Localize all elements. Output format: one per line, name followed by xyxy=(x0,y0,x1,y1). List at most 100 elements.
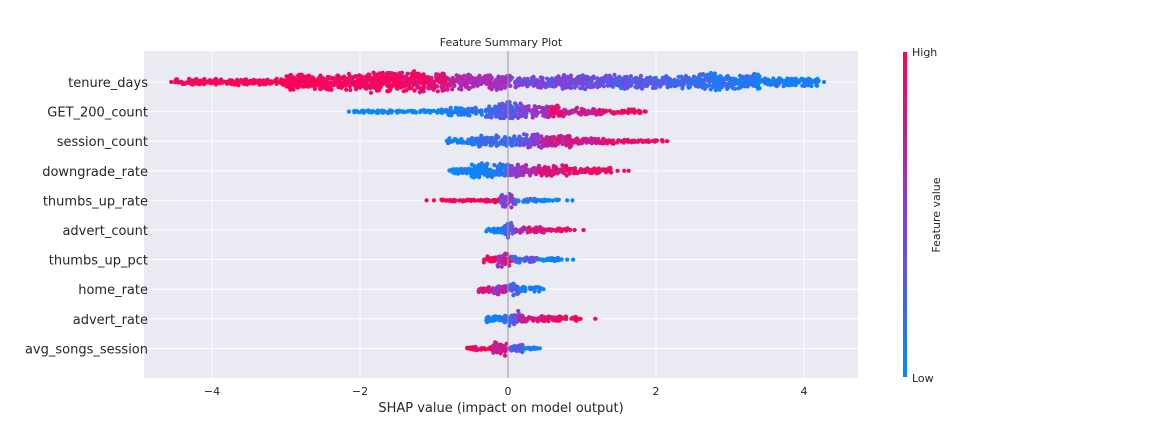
shap-point xyxy=(413,110,418,115)
feature-row-tenure_days xyxy=(169,69,827,95)
shap-point xyxy=(622,168,627,173)
shap-point xyxy=(537,346,542,351)
shap-point xyxy=(406,108,411,114)
shap-point xyxy=(539,318,544,323)
shap-point xyxy=(398,109,403,114)
shap-point xyxy=(532,142,537,147)
shap-point xyxy=(758,79,763,84)
shap-point xyxy=(487,85,492,90)
shap-point xyxy=(486,346,491,351)
shap-point xyxy=(496,264,501,269)
shap-point xyxy=(651,80,656,86)
shap-point xyxy=(484,107,489,112)
shap-point xyxy=(595,76,600,81)
shap-point xyxy=(248,78,253,83)
feature-row-GET_200_count xyxy=(346,100,648,121)
shap-point xyxy=(404,88,409,93)
shap-point xyxy=(488,79,493,84)
shap-point xyxy=(550,108,555,113)
shap-point xyxy=(613,111,618,116)
shap-point xyxy=(583,112,588,117)
shap-point xyxy=(544,228,550,233)
shap-point xyxy=(578,316,583,321)
shap-point xyxy=(501,172,506,177)
shap-point xyxy=(386,73,391,78)
shap-point xyxy=(650,85,656,91)
shap-point xyxy=(619,86,624,91)
shap-point xyxy=(500,75,505,80)
shap-point xyxy=(507,107,512,112)
shap-point xyxy=(555,75,560,80)
shap-point xyxy=(375,76,380,81)
shap-point xyxy=(543,85,548,90)
shap-point xyxy=(468,141,473,146)
shap-point xyxy=(481,260,486,265)
shap-point xyxy=(299,77,304,82)
shap-point xyxy=(572,166,578,171)
shap-point xyxy=(568,73,574,78)
shap-point xyxy=(769,81,775,86)
shap-point xyxy=(636,84,641,89)
shap-point xyxy=(484,198,490,203)
shap-point xyxy=(538,257,543,262)
shap-point xyxy=(549,227,555,232)
shap-point xyxy=(526,345,532,350)
shap-point xyxy=(368,78,373,83)
shap-point xyxy=(457,168,462,173)
shap-point xyxy=(458,138,463,143)
shap-point xyxy=(470,168,475,173)
feature-label: advert_rate xyxy=(73,313,148,328)
shap-point xyxy=(252,80,257,85)
shap-point xyxy=(521,256,527,261)
shap-point xyxy=(528,141,533,146)
shap-point xyxy=(624,74,630,79)
shap-point xyxy=(523,316,528,322)
shap-point xyxy=(465,346,470,351)
shap-point xyxy=(234,82,240,87)
shap-point xyxy=(369,110,374,115)
shap-point xyxy=(494,340,499,346)
shap-point xyxy=(591,140,596,145)
shap-point xyxy=(485,73,490,78)
shap-point xyxy=(561,168,566,173)
shap-point xyxy=(514,174,519,179)
shap-point xyxy=(202,77,207,82)
shap-point xyxy=(551,315,556,320)
shap-point xyxy=(398,84,403,89)
shap-point xyxy=(615,140,620,145)
shap-point xyxy=(339,80,344,85)
shap-point xyxy=(509,255,514,261)
shap-point xyxy=(403,74,409,79)
shap-point xyxy=(809,83,814,89)
shap-point xyxy=(427,109,432,114)
shap-point xyxy=(773,83,778,88)
shap-point xyxy=(520,319,525,324)
shap-point xyxy=(712,74,717,79)
shap-point xyxy=(541,198,546,203)
chart-title: Feature Summary Plot xyxy=(440,36,563,49)
shap-point xyxy=(293,80,298,85)
shap-point xyxy=(565,140,571,145)
shap-point xyxy=(380,70,385,75)
shap-point xyxy=(478,197,483,203)
shap-point xyxy=(559,228,564,233)
shap-point xyxy=(569,82,574,87)
feature-row-advert_rate xyxy=(484,308,598,328)
shap-point xyxy=(535,198,541,203)
shap-point xyxy=(800,83,805,88)
shap-point xyxy=(439,79,444,84)
shap-point xyxy=(667,83,672,88)
shap-point xyxy=(498,107,503,112)
shap-point xyxy=(223,79,228,84)
shap-point xyxy=(506,173,511,178)
shap-point xyxy=(535,83,540,88)
x-tick-label: 0 xyxy=(505,385,512,398)
shap-point xyxy=(322,77,327,82)
shap-point xyxy=(312,86,317,92)
shap-point xyxy=(421,76,426,81)
shap-point xyxy=(511,321,516,326)
shap-point xyxy=(492,346,497,351)
shap-point xyxy=(638,73,644,78)
shap-point xyxy=(384,83,390,88)
shap-point xyxy=(789,76,794,81)
